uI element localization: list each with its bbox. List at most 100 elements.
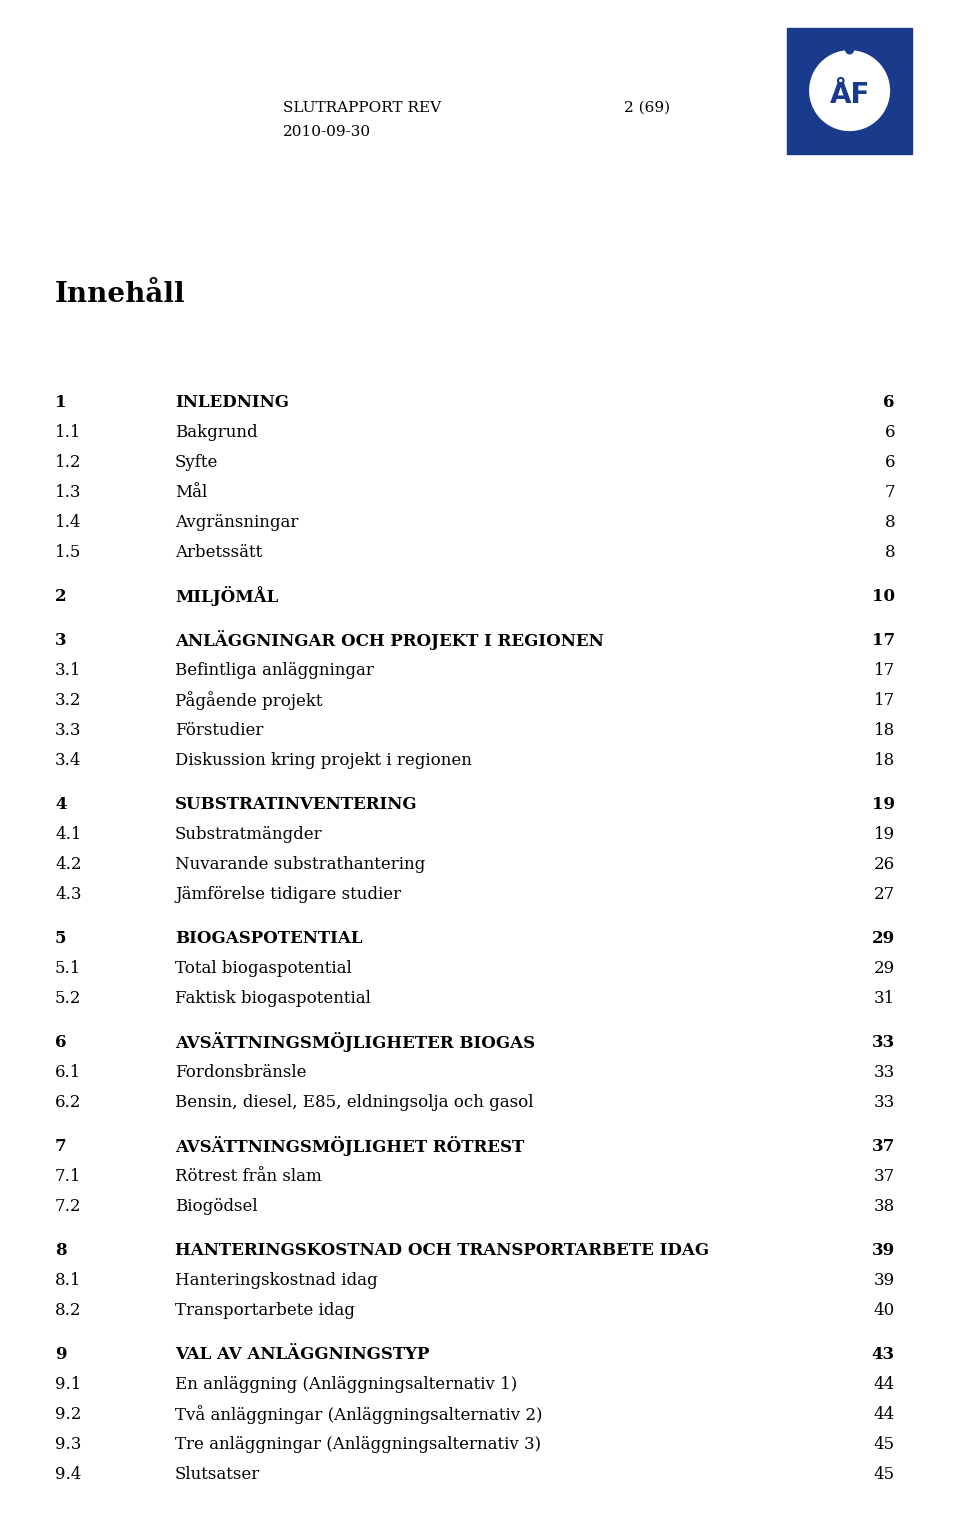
Text: 38: 38 [874, 1198, 895, 1215]
Text: 33: 33 [874, 1064, 895, 1081]
Text: 1.1: 1.1 [55, 424, 82, 441]
Text: Syfte: Syfte [175, 455, 218, 472]
Text: 18: 18 [874, 722, 895, 739]
Text: 7.2: 7.2 [55, 1198, 82, 1215]
Text: 17: 17 [872, 631, 895, 648]
Text: 8.2: 8.2 [55, 1303, 82, 1319]
Text: 33: 33 [874, 1094, 895, 1111]
Text: 19: 19 [872, 796, 895, 813]
Text: VAL AV ANLÄGGNINGSTYP: VAL AV ANLÄGGNINGSTYP [175, 1346, 429, 1362]
Text: 1.3: 1.3 [55, 484, 82, 501]
Text: Arbetssätt: Arbetssätt [175, 544, 262, 561]
Text: Transportarbete idag: Transportarbete idag [175, 1303, 355, 1319]
Text: 29: 29 [874, 960, 895, 977]
Text: Hanteringskostnad idag: Hanteringskostnad idag [175, 1272, 377, 1289]
Text: MILJÖMÅL: MILJÖMÅL [175, 587, 278, 607]
Text: 5.2: 5.2 [55, 989, 82, 1008]
Text: 5: 5 [55, 929, 66, 946]
Text: 45: 45 [874, 1465, 895, 1482]
Text: Biogödsel: Biogödsel [175, 1198, 257, 1215]
Text: 4.1: 4.1 [55, 826, 82, 843]
Text: Mål: Mål [175, 484, 207, 501]
Text: 18: 18 [874, 753, 895, 770]
Text: 1.5: 1.5 [55, 544, 82, 561]
Text: 33: 33 [872, 1034, 895, 1051]
Text: 26: 26 [874, 856, 895, 872]
Text: Förstudier: Förstudier [175, 722, 263, 739]
Text: 3.4: 3.4 [55, 753, 82, 770]
Ellipse shape [845, 43, 854, 54]
Text: 31: 31 [874, 989, 895, 1008]
Text: Faktisk biogaspotential: Faktisk biogaspotential [175, 989, 371, 1008]
Bar [787, 28, 912, 154]
Text: 3.1: 3.1 [55, 662, 82, 679]
Text: Pågående projekt: Pågående projekt [175, 691, 323, 710]
Text: Två anläggningar (Anläggningsalternativ 2): Två anläggningar (Anläggningsalternativ … [175, 1405, 542, 1424]
Text: SUBSTRATINVENTERING: SUBSTRATINVENTERING [175, 796, 418, 813]
Text: 4.3: 4.3 [55, 886, 82, 903]
Text: 9.4: 9.4 [55, 1465, 82, 1482]
Text: 27: 27 [874, 886, 895, 903]
Text: 8: 8 [884, 544, 895, 561]
Text: BIOGASPOTENTIAL: BIOGASPOTENTIAL [175, 929, 363, 946]
Text: 8: 8 [884, 515, 895, 531]
Text: 44: 44 [874, 1376, 895, 1393]
Text: 9.1: 9.1 [55, 1376, 82, 1393]
Text: 4.2: 4.2 [55, 856, 82, 872]
Text: 37: 37 [874, 1167, 895, 1184]
Text: Slutsatser: Slutsatser [175, 1465, 260, 1482]
Text: Diskussion kring projekt i regionen: Diskussion kring projekt i regionen [175, 753, 472, 770]
Text: 7.1: 7.1 [55, 1167, 82, 1184]
Text: 6.2: 6.2 [55, 1094, 82, 1111]
Text: 3: 3 [55, 631, 66, 648]
Text: AVSÄTTNINGSMÖJLIGHETER BIOGAS: AVSÄTTNINGSMÖJLIGHETER BIOGAS [175, 1032, 535, 1052]
Text: 40: 40 [874, 1303, 895, 1319]
Text: 45: 45 [874, 1436, 895, 1453]
Text: Avgränsningar: Avgränsningar [175, 515, 299, 531]
Text: Bensin, diesel, E85, eldningsolja och gasol: Bensin, diesel, E85, eldningsolja och ga… [175, 1094, 534, 1111]
Text: 6: 6 [55, 1034, 66, 1051]
Text: Tre anläggningar (Anläggningsalternativ 3): Tre anläggningar (Anläggningsalternativ … [175, 1436, 541, 1453]
Text: 8: 8 [55, 1243, 66, 1260]
Text: 1.2: 1.2 [55, 455, 82, 472]
Text: 29: 29 [872, 929, 895, 946]
Text: 1.4: 1.4 [55, 515, 82, 531]
Text: 2 (69): 2 (69) [624, 100, 670, 115]
Text: AVSÄTTNINGSMÖJLIGHET RÖTREST: AVSÄTTNINGSMÖJLIGHET RÖTREST [175, 1137, 524, 1157]
Text: Fordonsbränsle: Fordonsbränsle [175, 1064, 306, 1081]
Text: 43: 43 [872, 1346, 895, 1362]
Text: 6: 6 [884, 455, 895, 472]
Text: 6: 6 [883, 393, 895, 412]
Text: 7: 7 [55, 1138, 66, 1155]
Text: 4: 4 [55, 796, 66, 813]
Text: 3.3: 3.3 [55, 722, 82, 739]
Text: Rötrest från slam: Rötrest från slam [175, 1167, 322, 1184]
Text: HANTERINGSKOSTNAD OCH TRANSPORTARBETE IDAG: HANTERINGSKOSTNAD OCH TRANSPORTARBETE ID… [175, 1243, 709, 1260]
Text: 9.2: 9.2 [55, 1405, 82, 1422]
Text: INLEDNING: INLEDNING [175, 393, 289, 412]
Text: ANLÄGGNINGAR OCH PROJEKT I REGIONEN: ANLÄGGNINGAR OCH PROJEKT I REGIONEN [175, 630, 604, 650]
Text: Jämförelse tidigare studier: Jämförelse tidigare studier [175, 886, 401, 903]
Text: 7: 7 [884, 484, 895, 501]
Text: 8.1: 8.1 [55, 1272, 82, 1289]
Text: 2010-09-30: 2010-09-30 [283, 124, 372, 140]
Text: 9.3: 9.3 [55, 1436, 82, 1453]
Text: 10: 10 [872, 588, 895, 605]
Text: Substratmängder: Substratmängder [175, 826, 323, 843]
Text: Befintliga anläggningar: Befintliga anläggningar [175, 662, 373, 679]
Text: 9: 9 [55, 1346, 66, 1362]
Text: 44: 44 [874, 1405, 895, 1422]
Text: Total biogaspotential: Total biogaspotential [175, 960, 351, 977]
Text: 17: 17 [874, 691, 895, 710]
Text: 19: 19 [874, 826, 895, 843]
Text: 17: 17 [874, 662, 895, 679]
Text: 37: 37 [872, 1138, 895, 1155]
Text: Innehåll: Innehåll [55, 281, 185, 309]
Text: 3.2: 3.2 [55, 691, 82, 710]
Text: 5.1: 5.1 [55, 960, 82, 977]
Text: SLUTRAPPORT REV: SLUTRAPPORT REV [283, 100, 442, 115]
Text: 6: 6 [884, 424, 895, 441]
Text: 39: 39 [872, 1243, 895, 1260]
Text: En anläggning (Anläggningsalternativ 1): En anläggning (Anläggningsalternativ 1) [175, 1376, 517, 1393]
Text: Bakgrund: Bakgrund [175, 424, 257, 441]
